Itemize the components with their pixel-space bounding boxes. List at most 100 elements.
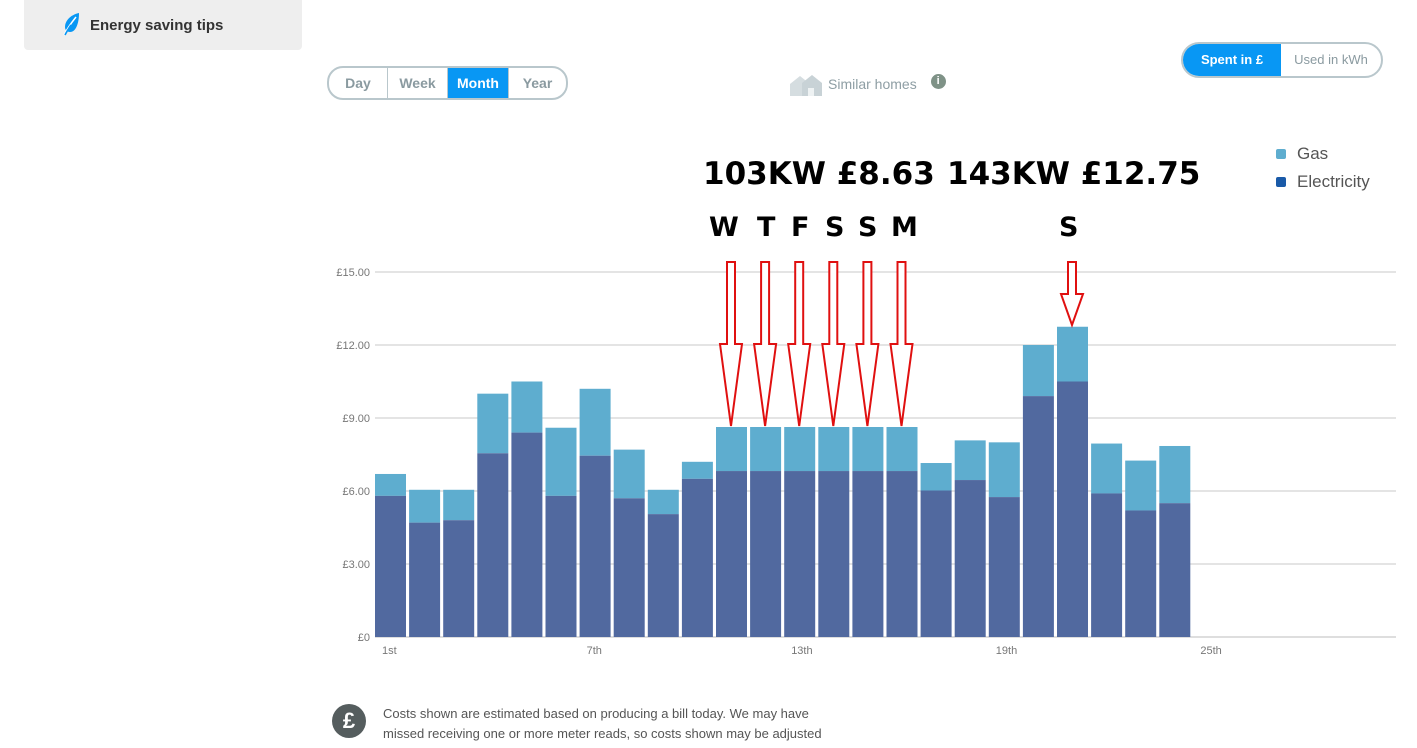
bar-gas <box>443 489 475 521</box>
bar-gas <box>1022 345 1054 397</box>
x-tick-label: 7th <box>587 645 602 657</box>
used-in-kwh-button[interactable]: Used in kWh <box>1294 52 1368 67</box>
x-tick-label: 13th <box>791 645 812 657</box>
x-tick-label: 19th <box>996 645 1017 657</box>
x-tick-label: 25th <box>1200 645 1221 657</box>
x-axis: 1st 7th 13th 19th 25th <box>382 645 1222 657</box>
bar-electricity <box>1057 381 1088 637</box>
annotation-day-s2: S <box>858 212 878 243</box>
bar-electricity <box>818 471 850 637</box>
bar-gas <box>1159 445 1191 504</box>
bar-gas <box>375 473 406 496</box>
bar-gas <box>511 381 543 433</box>
bar-electricity <box>579 455 611 637</box>
bar-electricity <box>886 471 918 637</box>
annotation-day-f: F <box>791 212 810 243</box>
spent-in-pounds-button[interactable]: Spent in £ <box>1183 44 1281 76</box>
tab-day[interactable]: Day <box>329 68 388 98</box>
annotation-arrow <box>1059 261 1085 328</box>
bar-electricity <box>1125 510 1157 637</box>
y-tick-label: £9.00 <box>342 413 370 425</box>
similar-homes-label: Similar homes <box>828 76 917 92</box>
annotation-arrows <box>718 261 1085 427</box>
leaf-icon <box>63 13 79 36</box>
tab-month[interactable]: Month <box>448 68 509 98</box>
annotation-left-total: 103KW £8.63 <box>703 156 935 192</box>
bar-gas <box>954 440 986 481</box>
bar-electricity <box>443 520 475 637</box>
bar-electricity <box>545 495 577 637</box>
annotation-arrow <box>855 261 880 427</box>
bar-electricity <box>954 480 986 637</box>
bar-electricity <box>511 432 543 637</box>
annotation-day-w: W <box>709 212 739 243</box>
bar-electricity <box>750 471 782 637</box>
houses-icon <box>790 75 822 96</box>
tab-week[interactable]: Week <box>388 68 448 98</box>
bar-gas <box>579 388 611 456</box>
tab-year[interactable]: Year <box>522 75 553 91</box>
bar-gas <box>681 461 713 479</box>
y-tick-label: £3.00 <box>342 559 370 571</box>
bar-gas <box>1091 443 1123 494</box>
bar-gas <box>750 427 782 472</box>
chart-legend: Gas Electricity <box>1276 140 1370 196</box>
y-tick-label: £12.00 <box>336 340 370 352</box>
similar-homes-toggle[interactable]: Similar homes i <box>788 70 946 98</box>
info-icon[interactable]: i <box>930 73 946 89</box>
electricity-swatch <box>1276 177 1286 187</box>
legend-item-electricity[interactable]: Electricity <box>1276 168 1370 196</box>
bar-gas <box>818 427 850 472</box>
y-tick-label: £0 <box>358 632 370 644</box>
sidebar-item-energy-saving-tips[interactable]: Energy saving tips <box>24 0 302 50</box>
bar-electricity <box>409 522 441 637</box>
bar-gas <box>1057 326 1088 382</box>
y-axis: £0 £3.00 £6.00 £9.00 £12.00 £15.00 <box>336 267 370 644</box>
bar-gas <box>613 449 645 499</box>
bar-electricity <box>1091 493 1123 637</box>
bar-gas <box>1125 460 1157 511</box>
bar-electricity <box>647 514 679 637</box>
bar-electricity <box>1159 503 1191 637</box>
legend-item-gas[interactable]: Gas <box>1276 140 1370 168</box>
annotation-arrow <box>752 261 778 427</box>
legend-label-gas: Gas <box>1297 144 1329 163</box>
annotation-day-m: M <box>891 212 918 243</box>
bar-gas <box>409 489 441 523</box>
annotation-arrow <box>821 261 846 427</box>
bar-gas <box>886 427 918 472</box>
bar-electricity <box>920 490 952 637</box>
bar-gas <box>647 489 679 515</box>
chart-grid <box>375 271 1396 638</box>
bar-gas <box>920 463 952 491</box>
pound-icon: £ <box>332 704 366 738</box>
bar-electricity <box>613 498 645 637</box>
bar-gas <box>716 427 747 472</box>
annotation-day-s3: S <box>1059 212 1079 243</box>
annotation-arrow <box>787 261 812 427</box>
y-tick-label: £15.00 <box>336 267 370 279</box>
bar-gas <box>988 442 1020 498</box>
legend-label-electricity: Electricity <box>1297 172 1370 191</box>
annotation-arrow <box>718 261 744 427</box>
sidebar-item-label: Energy saving tips <box>90 17 224 34</box>
period-toggle: Day Week Month Year <box>327 66 568 100</box>
annotation-arrow <box>889 261 914 427</box>
bar-electricity <box>681 478 713 637</box>
footnote-text: Costs shown are estimated based on produ… <box>383 706 822 741</box>
bar-gas <box>477 393 509 454</box>
bar-electricity <box>375 495 406 637</box>
bar-gas <box>545 427 577 496</box>
bar-electricity <box>477 453 509 637</box>
unit-toggle: Spent in £ Used in kWh <box>1181 42 1383 78</box>
gas-swatch <box>1276 149 1286 159</box>
bar-electricity <box>852 471 884 637</box>
annotation-right-total: 143KW £12.75 <box>947 156 1201 192</box>
bar-electricity <box>716 471 747 637</box>
annotation-day-s1: S <box>825 212 845 243</box>
x-tick-label: 1st <box>382 645 397 657</box>
bar-electricity <box>1022 396 1054 637</box>
chart-bars <box>375 326 1191 637</box>
bar-gas <box>784 427 816 472</box>
annotation-day-t: T <box>757 212 776 243</box>
